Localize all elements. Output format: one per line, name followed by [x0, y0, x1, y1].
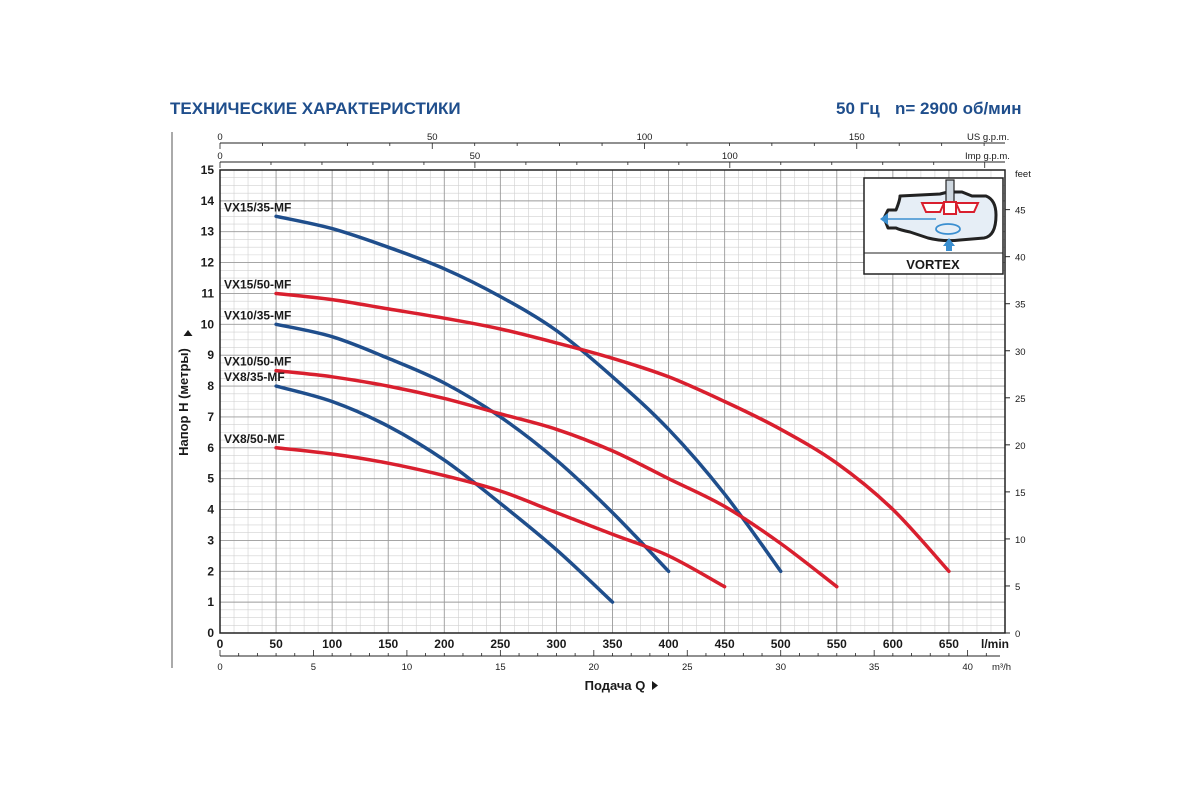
x-tick-label: 400: [659, 637, 679, 651]
right-tick-label: 45: [1015, 206, 1026, 217]
right-tick-label: 40: [1015, 253, 1026, 264]
series-label-vx15-50-mf: VX15/50-MF: [224, 277, 291, 291]
x-tick-label: 50: [269, 637, 283, 651]
secondary-tick-label: 25: [682, 662, 693, 673]
y-tick-label: 9: [207, 348, 214, 362]
plot-frame: [219, 169, 1006, 634]
x-tick-label: 350: [602, 637, 622, 651]
x-tick-label: 450: [715, 637, 735, 651]
us-tick-label: 50: [427, 132, 438, 143]
us-tick-label: 0: [217, 132, 222, 143]
secondary-tick-label: 0: [217, 662, 222, 673]
imp-tick-label: 0: [217, 151, 222, 162]
y-tick-label: 5: [207, 472, 214, 486]
y-tick-label: 13: [201, 225, 215, 239]
x-tick-label: 500: [771, 637, 791, 651]
us-tick-label: 100: [637, 132, 653, 143]
y-tick-label: 10: [201, 317, 215, 331]
x-tick-label: 150: [378, 637, 398, 651]
y-tick-label: 0: [207, 626, 214, 640]
speed-label: n= 2900 об/мин: [895, 99, 1021, 118]
imp-axis-unit: Imp g.p.m.: [965, 151, 1010, 162]
us-axis-unit: US g.p.m.: [967, 132, 1009, 143]
secondary-axis-unit: m³/h: [992, 662, 1011, 673]
x-tick-label: 550: [827, 637, 847, 651]
series-line-vx8-50-mf: [274, 446, 727, 589]
frequency-label: 50 Гц: [836, 99, 880, 118]
y-tick-label: 4: [207, 503, 214, 517]
right-tick-label: 10: [1015, 535, 1026, 546]
right-tick-label: 35: [1015, 300, 1026, 311]
secondary-tick-label: 15: [495, 662, 506, 673]
y-tick-label: 15: [201, 163, 215, 177]
y-tick-label: 1: [207, 595, 214, 609]
us-tick-label: 150: [849, 132, 865, 143]
x-tick-label: 200: [434, 637, 454, 651]
right-axis-unit: feet: [1015, 169, 1031, 180]
vortex-inset: VORTEX: [863, 177, 1004, 275]
secondary-tick-label: 40: [962, 662, 973, 673]
series-label-vx8-50-mf: VX8/50-MF: [224, 432, 285, 446]
y-tick-label: 7: [207, 410, 214, 424]
y-tick-label: 2: [207, 564, 214, 578]
x-tick-label: 0: [217, 637, 224, 651]
x-tick-label: 650: [939, 637, 959, 651]
series-line-vx10-50-mf: [274, 368, 839, 589]
right-tick-label: 30: [1015, 347, 1026, 358]
y-tick-label: 8: [207, 379, 214, 393]
x-tick-label: 250: [490, 637, 510, 651]
y-axis-arrow-icon: [183, 330, 193, 336]
series-label-vx15-35-mf: VX15/35-MF: [224, 200, 291, 214]
top-axes: 0 50 100 150 US g.p.m. 0 50 100 Imp g.p.m.: [217, 132, 1010, 168]
secondary-tick-label: 30: [775, 662, 786, 673]
x-axis-arrow-icon: [652, 681, 658, 690]
right-tick-label: 20: [1015, 441, 1026, 452]
x-tick-label: 600: [883, 637, 903, 651]
right-tick-label: 15: [1015, 488, 1026, 499]
secondary-tick-label: 10: [402, 662, 413, 673]
vortex-impeller-icon: [880, 179, 998, 251]
y-axis-label: Напор H (метры): [176, 348, 191, 456]
right-tick-label: 0: [1015, 629, 1020, 640]
bottom-axes: 0 50 100 150 200 250 300 350 400 450 500 550 600 650 l…: [217, 637, 1011, 673]
series-line-vx10-35-mf: [274, 322, 671, 574]
right-tick-label: 5: [1015, 582, 1020, 593]
chart-title: ТЕХНИЧЕСКИЕ ХАРАКТЕРИСТИКИ: [170, 99, 461, 118]
y-tick-label: 12: [201, 256, 215, 270]
x-axis-title: Подача Q: [585, 678, 658, 693]
inset-label: VORTEX: [906, 257, 960, 272]
y-tick-label: 3: [207, 533, 214, 547]
y-tick-label: 6: [207, 441, 214, 455]
secondary-tick-label: 20: [589, 662, 600, 673]
series-label-vx10-35-mf: VX10/35-MF: [224, 308, 291, 322]
x-tick-label: 300: [546, 637, 566, 651]
series-layer: [274, 214, 951, 604]
x-axis-label: Подача Q: [585, 678, 646, 693]
secondary-tick-label: 5: [311, 662, 316, 673]
secondary-tick-label: 35: [869, 662, 880, 673]
right-tick-label: 25: [1015, 394, 1026, 405]
series-line-vx15-50-mf: [274, 291, 951, 574]
imp-tick-label: 50: [470, 151, 481, 162]
y-tick-label: 11: [201, 286, 214, 300]
x-tick-label: 100: [322, 637, 342, 651]
series-labels: VX15/35-MF VX15/50-MF VX10/35-MF VX10/50-MF…: [224, 200, 291, 445]
y-axis-title: Напор H (метры): [176, 330, 193, 456]
series-label-vx10-50-mf: VX10/50-MF: [224, 355, 291, 369]
series-line-vx15-35-mf: [274, 214, 783, 574]
x-axis-unit: l/min: [981, 637, 1009, 651]
y-tick-label: 14: [201, 194, 215, 208]
series-line-vx8-35-mf: [274, 384, 615, 604]
imp-tick-label: 100: [722, 151, 738, 162]
series-label-vx8-35-mf: VX8/35-MF: [224, 370, 285, 384]
right-axis: 0 5 10 15 20 25 30 35 40 45 feet: [1005, 169, 1031, 640]
